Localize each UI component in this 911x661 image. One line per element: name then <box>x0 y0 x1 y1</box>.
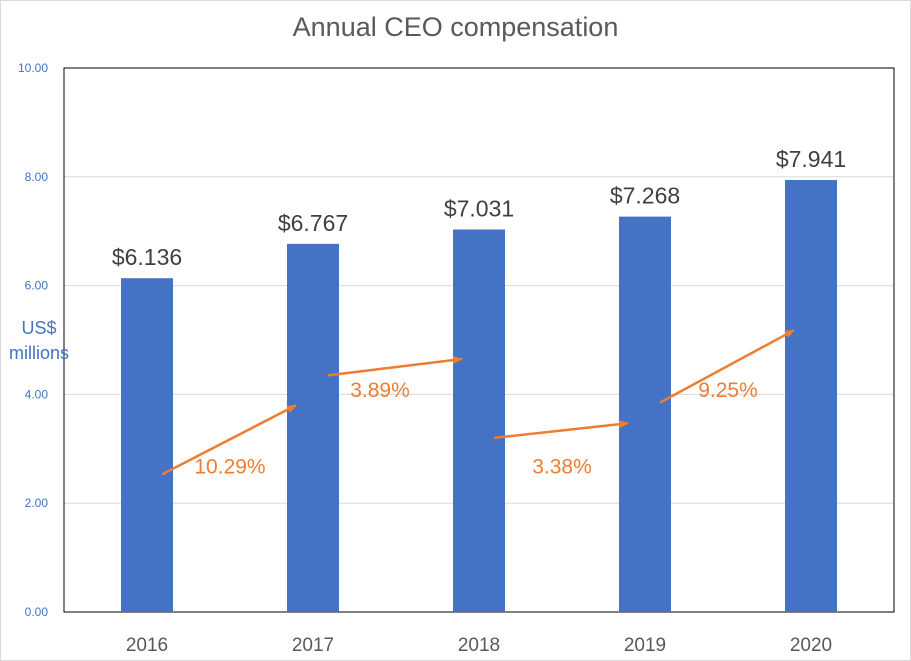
growth-label: 10.29% <box>194 455 265 478</box>
y-tick-label: 10.00 <box>18 61 48 75</box>
data-label: $7.941 <box>776 146 846 172</box>
growth-label: 9.25% <box>698 379 758 402</box>
y-tick-label: 4.00 <box>25 387 49 401</box>
y-tick-label: 6.00 <box>25 279 49 293</box>
bar <box>619 216 671 613</box>
data-label: $6.136 <box>112 244 182 270</box>
x-tick-label: 2020 <box>790 635 832 656</box>
data-label: $6.767 <box>278 210 348 236</box>
x-tick-label: 2019 <box>624 635 666 656</box>
plot-area: 0.00 2.00 4.00 6.00 8.00 10.00 $6.136 2016 $6.76… <box>18 61 895 656</box>
y-tick-label: 8.00 <box>25 170 49 184</box>
growth-arrow <box>659 329 795 404</box>
bar <box>287 243 339 613</box>
data-label: $7.268 <box>610 183 680 209</box>
y-axis-label: US$ millions <box>8 318 69 363</box>
chart-title: Annual CEO compensation <box>292 12 619 42</box>
growth-arrow <box>327 356 463 377</box>
y-tick-label: 0.00 <box>25 605 49 619</box>
growth-label: 3.38% <box>532 455 592 478</box>
y-tick-label: 2.00 <box>25 496 49 510</box>
bar <box>785 180 837 613</box>
growth-arrow <box>493 420 629 440</box>
bar <box>121 278 173 612</box>
growth-arrow <box>161 404 297 476</box>
x-tick-label: 2017 <box>292 635 334 656</box>
x-tick-label: 2018 <box>458 635 500 656</box>
x-tick-label: 2016 <box>126 635 168 656</box>
growth-label: 3.89% <box>350 379 410 402</box>
bar <box>453 229 505 612</box>
data-label: $7.031 <box>444 196 514 222</box>
